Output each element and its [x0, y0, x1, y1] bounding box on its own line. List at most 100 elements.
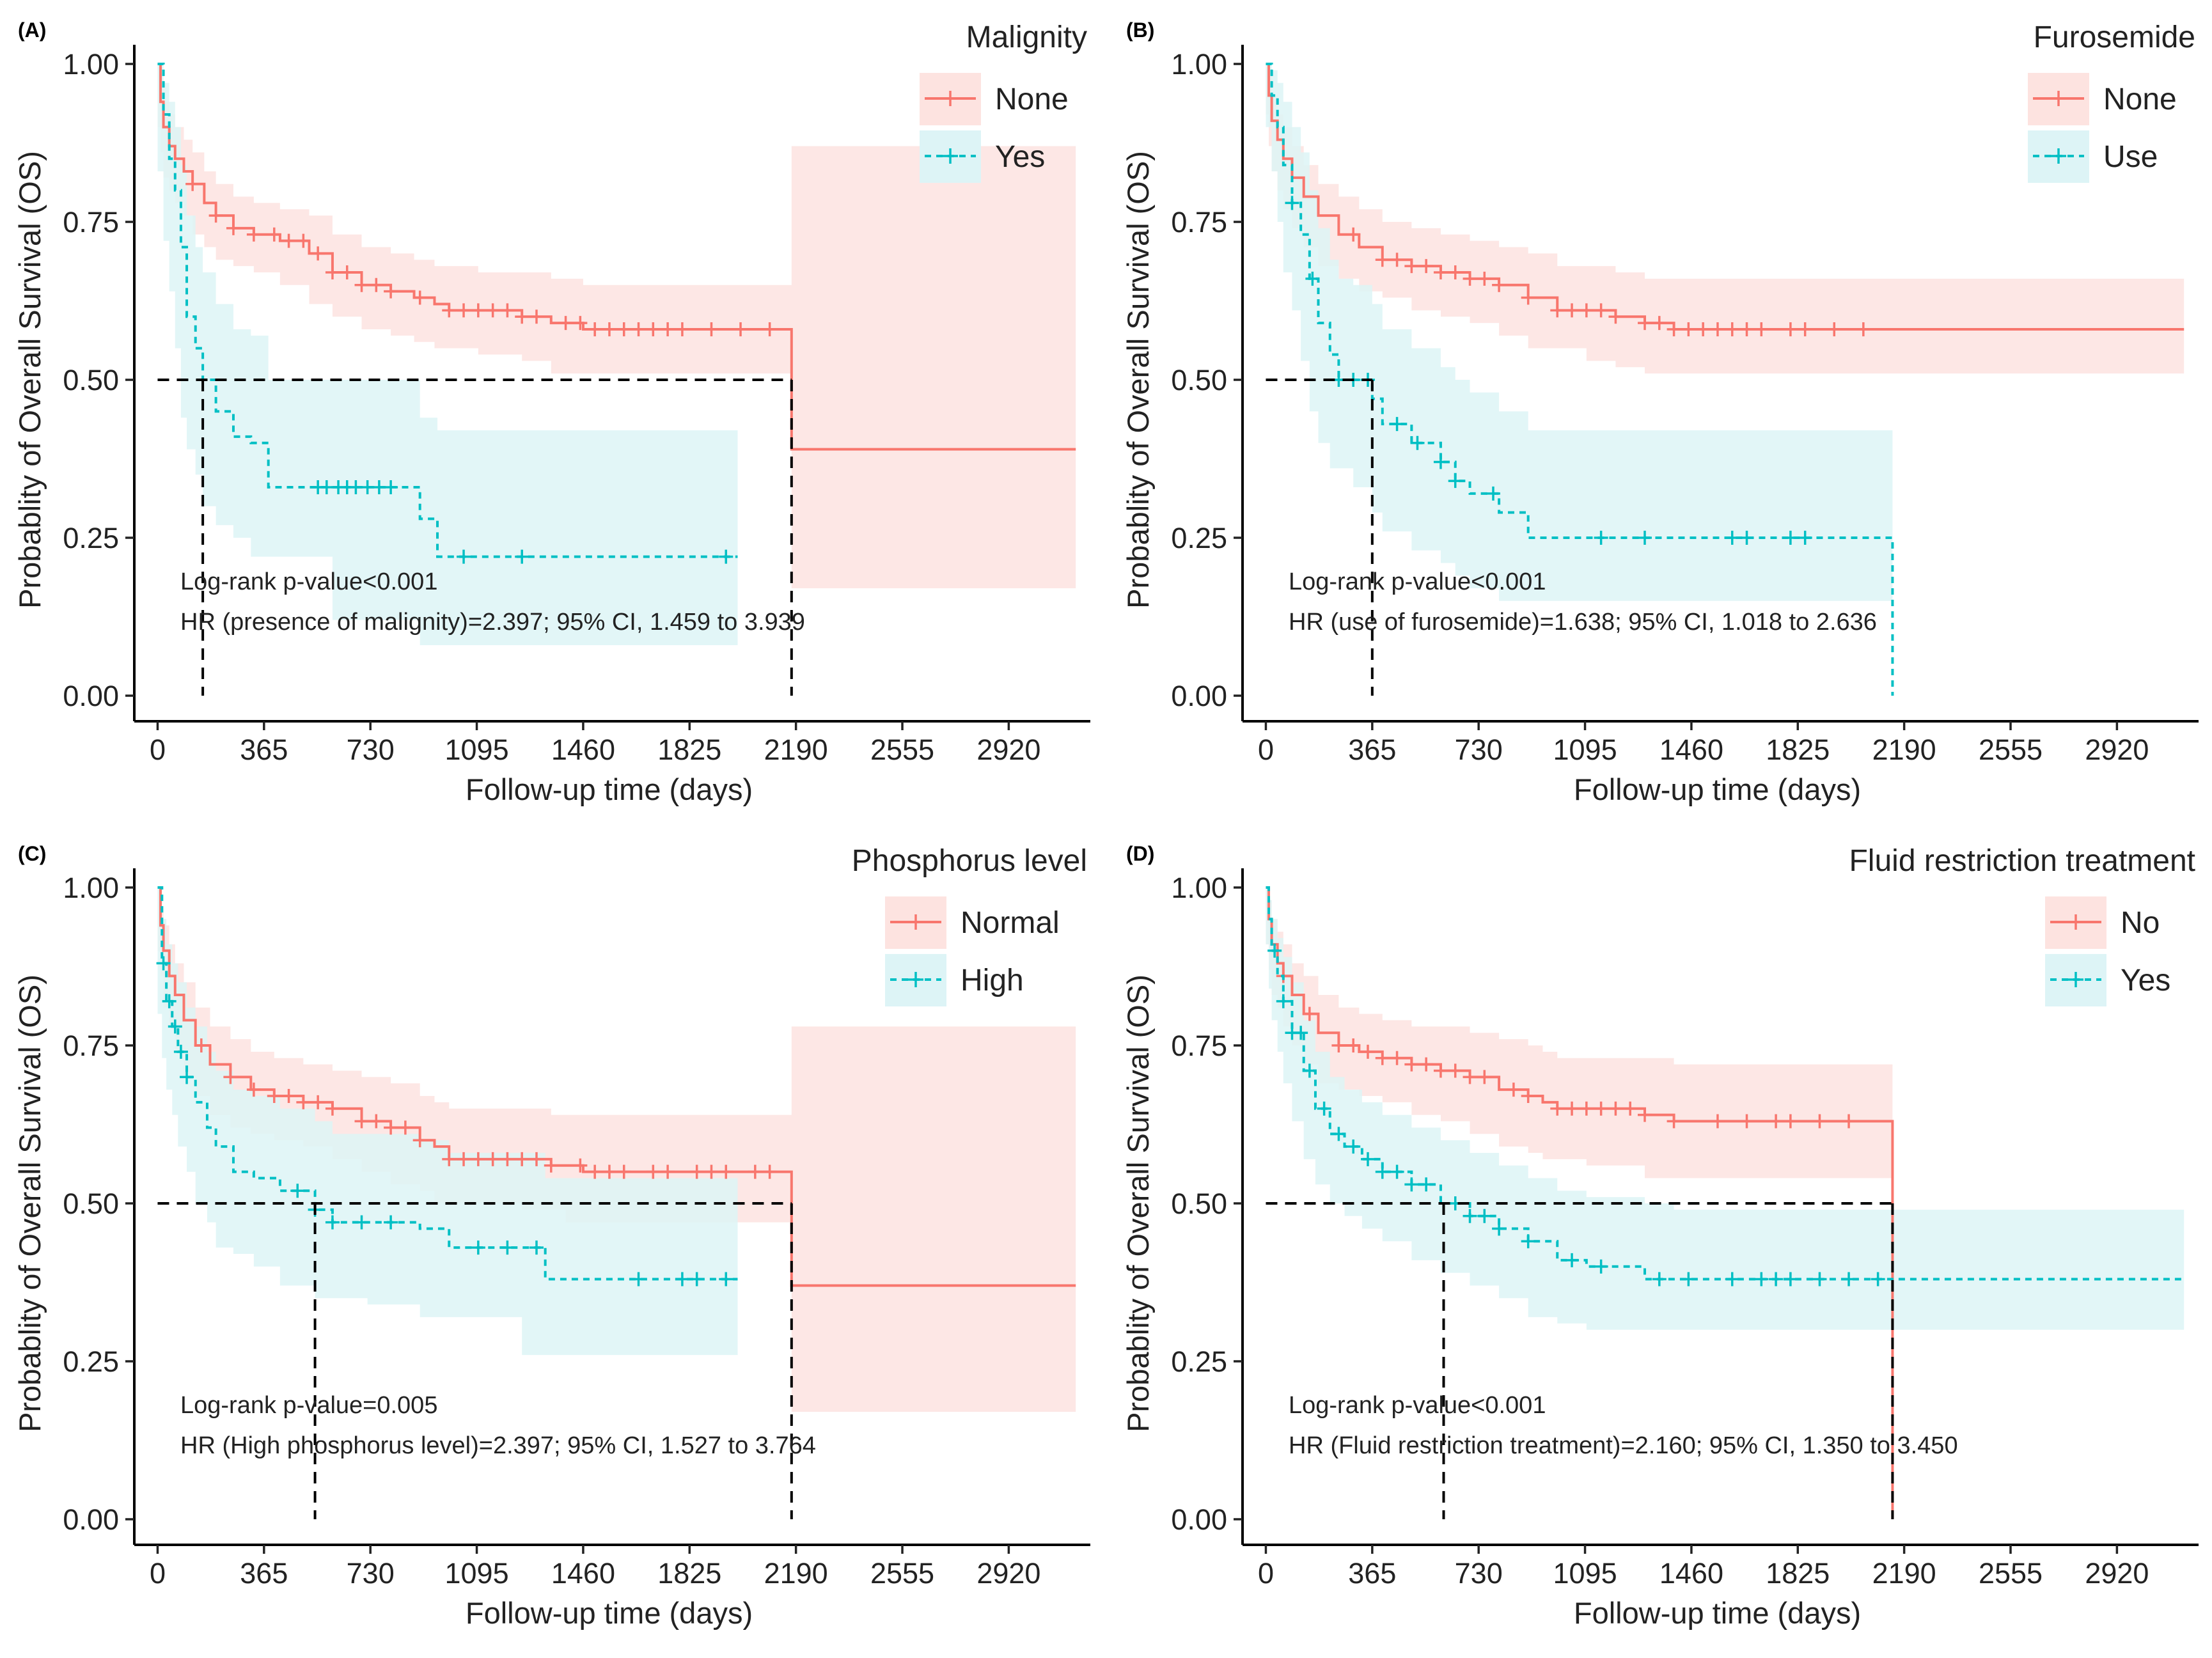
censor-mark [1652, 316, 1667, 331]
censor-mark [602, 322, 616, 336]
censor-mark [180, 1070, 194, 1084]
censor-mark [398, 1120, 412, 1135]
censor-mark [646, 322, 661, 336]
censor-mark [588, 1164, 602, 1179]
censor-mark [616, 322, 631, 336]
censor-mark [1637, 531, 1652, 545]
censor-mark [1294, 1026, 1308, 1040]
x-tick-label: 2555 [1979, 1557, 2043, 1590]
legend-title: Phosphorus level [852, 844, 1087, 878]
censor-mark [485, 303, 500, 318]
ci-band-none [1266, 64, 2185, 374]
censor-mark [442, 303, 457, 318]
censor-mark [267, 1089, 281, 1104]
censor-mark [1871, 1272, 1885, 1287]
x-axis-title: Follow-up time (days) [466, 1596, 753, 1630]
censor-mark [1594, 1259, 1608, 1274]
censor-mark [1710, 322, 1725, 336]
plot-area [157, 63, 1076, 645]
legend-label-high: High [961, 964, 1024, 997]
legend-key-mark [943, 91, 958, 106]
x-tick-label: 365 [1348, 733, 1396, 766]
censor-mark [1477, 271, 1492, 286]
censor-mark [515, 549, 529, 564]
censor-mark [1550, 303, 1565, 318]
censor-mark [246, 1083, 261, 1097]
censor-mark [194, 1038, 208, 1052]
censor-mark [1667, 322, 1681, 336]
censor-mark [719, 1164, 733, 1179]
censor-mark [485, 1152, 500, 1166]
censor-mark [529, 1152, 544, 1166]
censor-mark [1346, 1038, 1361, 1052]
censor-mark [1492, 278, 1507, 292]
censor-mark [1521, 1089, 1535, 1104]
x-tick-label: 2190 [1872, 1557, 1936, 1590]
censor-mark [325, 1215, 340, 1230]
ci-band-no [1266, 888, 1893, 1178]
censor-mark [1798, 531, 1812, 545]
censor-mark [1856, 322, 1871, 336]
panel-label: (D) [1126, 842, 1154, 865]
censor-mark [354, 1215, 369, 1230]
legend-key-mark [2051, 148, 2066, 164]
censor-mark [1827, 322, 1842, 336]
censor-mark [471, 303, 485, 318]
survival-curve-none [157, 63, 1076, 451]
x-tick-label: 2555 [1979, 733, 2043, 766]
x-tick-label: 365 [1348, 1557, 1396, 1590]
censor-mark [500, 1152, 515, 1166]
logrank-annotation: Log-rank p-value<0.001 [1289, 568, 1546, 595]
censor-mark [173, 1044, 188, 1059]
censor-mark [168, 1019, 182, 1034]
censor-mark [558, 316, 573, 331]
censor-mark [762, 1164, 777, 1179]
censor-mark [573, 316, 588, 331]
chart-panel-c: 0.00 0.25 0.50 0.75 1.00 0 365 730 1095 1460 1825 2… [13, 842, 1090, 1630]
legend-key-mark [943, 148, 958, 164]
logrank-annotation: Log-rank p-value=0.005 [180, 1392, 437, 1419]
censor-mark [1769, 1272, 1784, 1287]
censor-mark [704, 1164, 719, 1179]
x-tick-label: 1825 [1766, 733, 1830, 766]
censor-mark [223, 1070, 238, 1084]
censor-mark [246, 227, 261, 242]
censor-mark [1579, 303, 1594, 318]
hr-annotation: HR (Fluid restriction treatment)=2.160; … [1289, 1432, 1958, 1459]
x-axis-title: Follow-up time (days) [1574, 1596, 1861, 1630]
y-tick-label: 1.00 [1171, 48, 1227, 81]
censor-mark [1754, 1272, 1769, 1287]
plot-area [1266, 886, 2185, 1519]
censor-mark [573, 1158, 588, 1173]
censor-mark [1302, 1063, 1317, 1078]
ci-band-normal [157, 888, 1076, 1412]
legend-label-none: None [995, 82, 1069, 116]
censor-mark [296, 1095, 311, 1109]
x-tick-label: 2190 [764, 1557, 828, 1590]
legend-key-mark [2051, 91, 2066, 106]
censor-mark [1769, 1114, 1784, 1129]
legend-label-use: Use [2103, 140, 2158, 174]
censor-mark [1360, 1152, 1375, 1166]
chart-panel-d: 0.00 0.25 0.50 0.75 1.00 0 365 730 1095 1460 1825 2… [1121, 842, 2199, 1630]
y-tick-label: 0.25 [1171, 1345, 1227, 1378]
censor-mark [1448, 265, 1463, 280]
x-tick-label: 365 [240, 1557, 288, 1590]
censor-mark [762, 322, 777, 336]
y-tick-label: 0.00 [1171, 1503, 1227, 1536]
legend-title: Fluid restriction treatment [1849, 844, 2195, 878]
censor-mark [500, 1240, 515, 1255]
x-axis-title: Follow-up time (days) [466, 772, 753, 806]
survival-curve-yes [1266, 886, 2185, 1281]
y-tick-label: 0.75 [1171, 1029, 1227, 1062]
censor-mark [1608, 1101, 1623, 1116]
censor-mark [311, 1095, 326, 1109]
legend-label-yes: Yes [2121, 964, 2170, 997]
censor-mark [412, 290, 427, 305]
hr-annotation: HR (presence of malignity)=2.397; 95% CI… [180, 609, 805, 636]
y-tick-label: 0.50 [1171, 364, 1227, 396]
censor-mark [384, 1215, 398, 1230]
censor-mark [1565, 1101, 1580, 1116]
censor-mark [1565, 1253, 1580, 1267]
